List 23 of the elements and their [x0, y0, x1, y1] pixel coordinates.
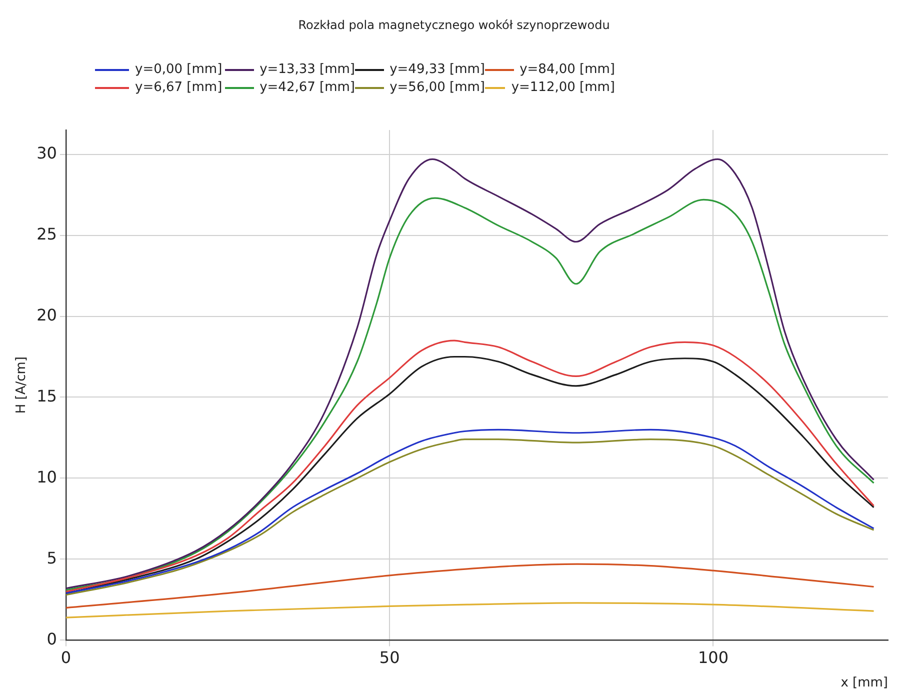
legend-label: y=49,33 [mm]	[390, 62, 485, 77]
legend-label: y=84,00 [mm]	[520, 62, 615, 77]
legend-label: y=6,67 [mm]	[135, 80, 222, 95]
legend-label: y=13,33 [mm]	[260, 62, 355, 77]
chart-title: Rozkład pola magnetycznego wokół szynoprzewodu	[297, 18, 611, 32]
x-tick-label: 0	[60, 648, 72, 667]
y-tick-label: 30	[36, 143, 57, 162]
y-axis-title: H [A/cm]	[14, 356, 30, 414]
x-tick-label: 100	[698, 648, 729, 667]
line-series	[66, 602, 875, 618]
legend-label: y=0,00 [mm]	[135, 62, 222, 77]
x-tick-label: 50	[379, 648, 400, 667]
legend-label: y=56,00 [mm]	[390, 80, 485, 95]
legend-label: y=112,00 [mm]	[511, 80, 615, 95]
y-tick-label: 20	[36, 305, 57, 324]
y-tick-label: 25	[36, 224, 57, 244]
x-axis-title: x [mm]	[840, 676, 888, 691]
y-tick-label: 5	[46, 548, 57, 568]
y-tick-label: 15	[36, 386, 57, 406]
legend-label: y=42,67 [mm]	[260, 80, 355, 95]
y-tick-label: 0	[46, 629, 57, 648]
y-tick-label: 10	[36, 467, 57, 486]
line-series	[66, 563, 875, 609]
